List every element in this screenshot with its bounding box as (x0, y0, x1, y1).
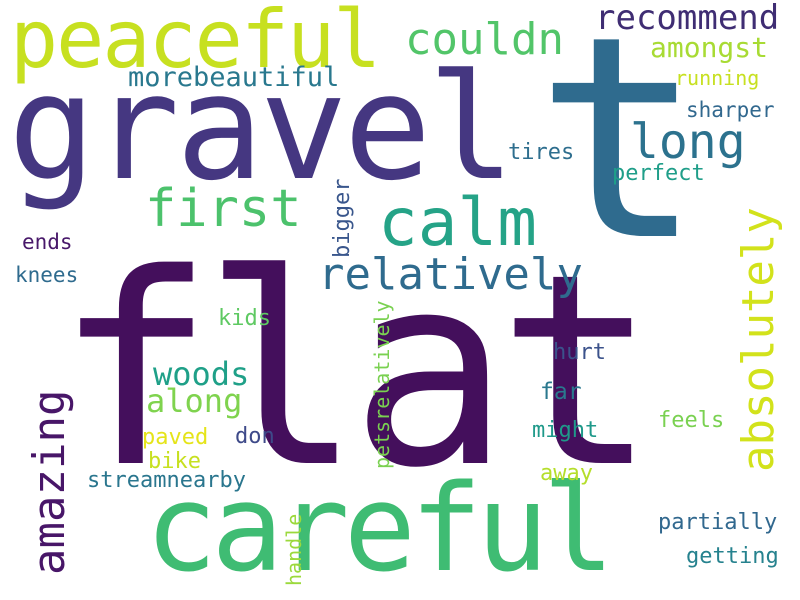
word-along: along (146, 382, 243, 420)
word-t: t (535, 0, 704, 303)
word-getting: getting (686, 544, 779, 569)
word-perfect: perfect (612, 161, 705, 186)
word-streamnearby: streamnearby (87, 468, 246, 493)
word-feels: feels (658, 408, 725, 433)
word-amazing: amazing (24, 389, 75, 575)
word-hurt: hurt (553, 340, 606, 365)
word-morebeautiful: morebeautiful (128, 62, 340, 93)
word-first: first (145, 179, 302, 239)
word-gravel: gravel (8, 43, 515, 213)
word-amongst: amongst (650, 31, 769, 64)
word-long: long (630, 114, 746, 170)
word-bike: bike (148, 449, 201, 474)
word-woods: woods (153, 355, 250, 393)
word-careful: careful (145, 460, 615, 599)
word-bigger: bigger (330, 178, 355, 258)
word-tires: tires (508, 140, 575, 165)
word-don: don (235, 424, 275, 449)
word-petsrelatively: petsrelatively (370, 300, 394, 469)
word-might: might (532, 418, 599, 443)
word-running: running (675, 66, 760, 90)
word-couldn: couldn (405, 14, 564, 65)
word-paved: paved (142, 425, 209, 450)
word-kids: kids (218, 306, 271, 331)
word-away: away (540, 461, 593, 486)
word-sharper: sharper (686, 98, 775, 122)
word-knees: knees (15, 263, 79, 287)
word-far: far (540, 379, 582, 405)
word-absolutely: absolutely (733, 207, 784, 472)
word-calm: calm (378, 184, 537, 261)
word-ends: ends (22, 230, 73, 254)
word-partially: partially (658, 510, 778, 535)
word-flat: flat (55, 218, 657, 526)
word-relatively: relatively (318, 249, 583, 300)
word-peaceful: peaceful (10, 0, 381, 86)
word-handle: handle (282, 513, 306, 586)
word-recommend: recommend (595, 0, 780, 38)
